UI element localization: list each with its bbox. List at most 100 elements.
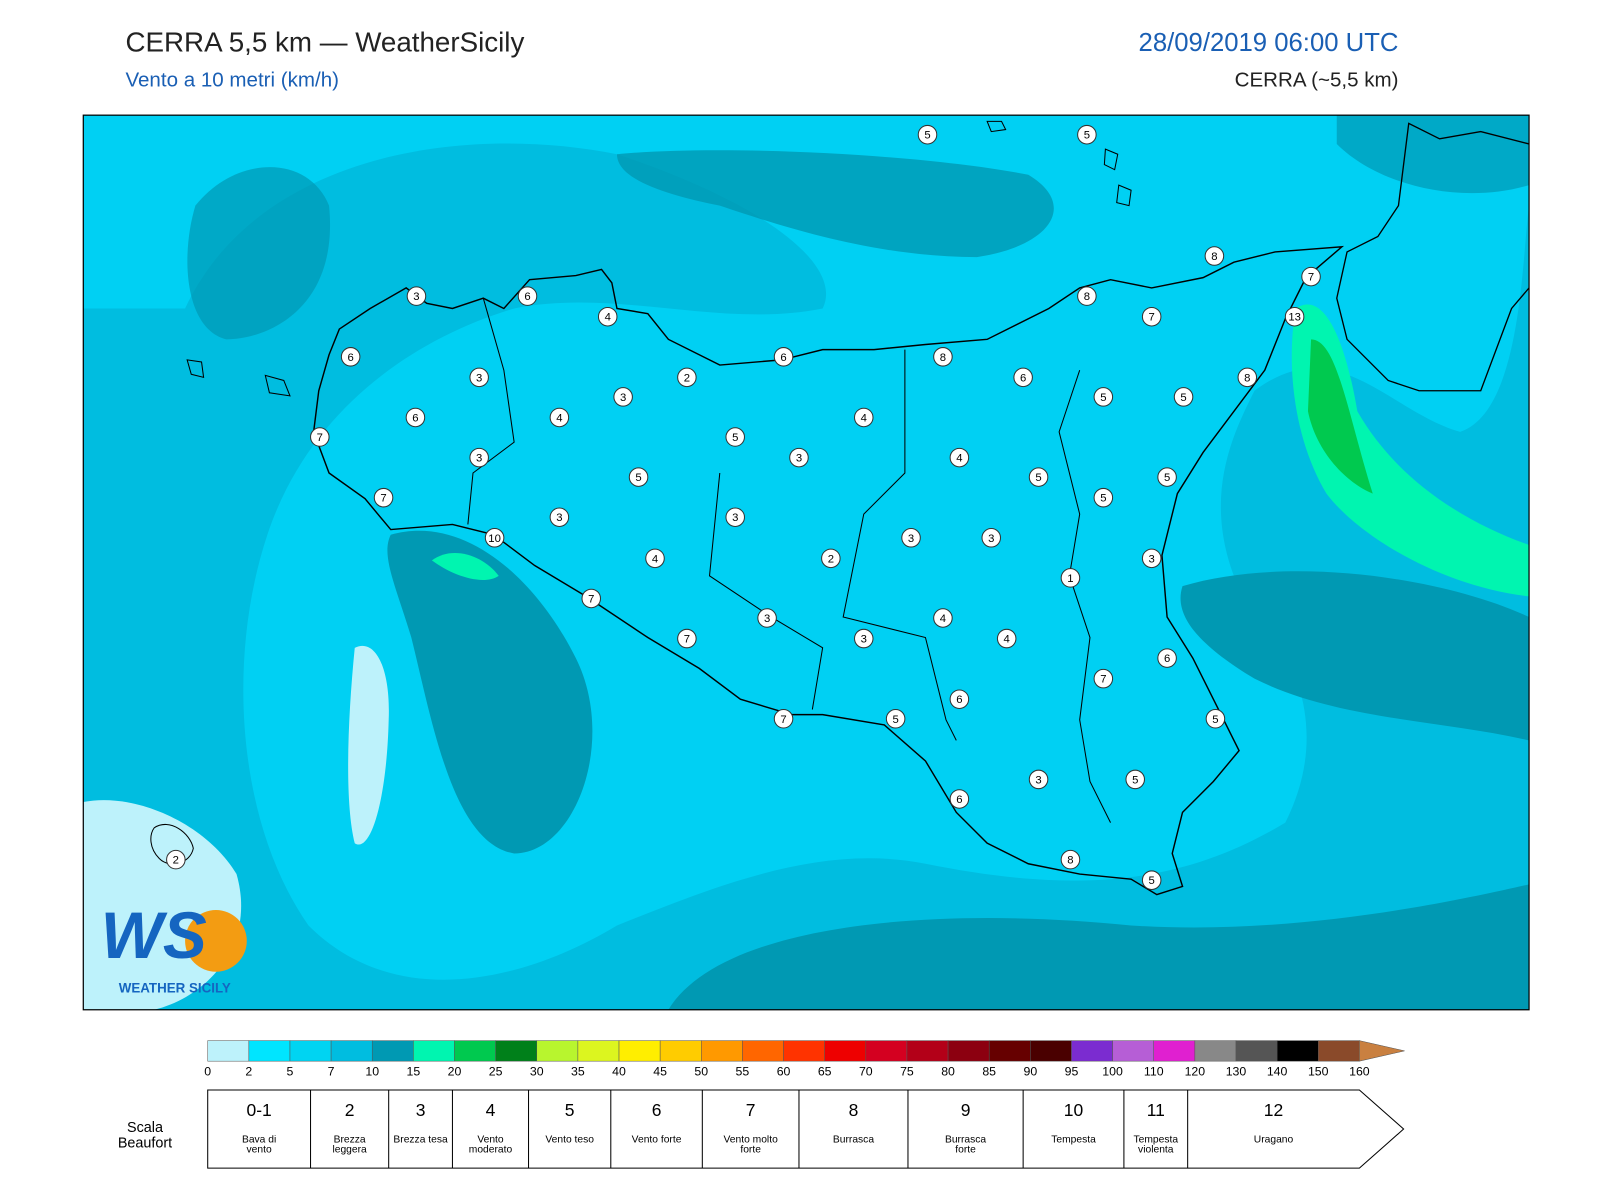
- logo-name: WEATHER SICILY: [119, 981, 231, 996]
- station-marker: [821, 548, 841, 569]
- beaufort-label: Bava di vento: [241, 1135, 277, 1156]
- station-value: 6: [956, 694, 962, 706]
- station-marker: [628, 467, 649, 487]
- station-marker: [725, 507, 745, 527]
- station-value: 3: [1035, 774, 1041, 786]
- station-value: 4: [556, 412, 562, 424]
- colorbar-tick-label: 0: [204, 1065, 211, 1079]
- beaufort-caption: Scala Beaufort: [118, 1120, 172, 1151]
- colorbar-segment: [454, 1040, 496, 1062]
- beaufort-force: 6: [652, 1100, 662, 1120]
- colorbar-tick-label: 5: [287, 1065, 294, 1079]
- station-marker: [645, 548, 665, 569]
- beaufort-force: 9: [961, 1100, 971, 1120]
- station-marker: [1173, 387, 1194, 407]
- station-value: 5: [635, 472, 641, 484]
- station-marker: [1141, 870, 1162, 890]
- colorbar-tick-label: 35: [571, 1065, 585, 1079]
- beaufort-label-box: Bava di vento: [241, 1135, 277, 1156]
- station-marker: [1141, 548, 1162, 569]
- station-value: 5: [1149, 875, 1155, 887]
- station-value: 6: [412, 412, 418, 424]
- map-frame: [82, 114, 1530, 1011]
- station-marker: [1028, 769, 1049, 790]
- colorbar-tick-label: 150: [1308, 1065, 1329, 1079]
- beaufort-label: Brezza leggera: [332, 1135, 367, 1156]
- station-value: 4: [605, 312, 611, 324]
- station-value: 5: [1132, 774, 1138, 786]
- colorbar-segment: [824, 1040, 867, 1062]
- beaufort-force: 3: [416, 1100, 426, 1120]
- station-value: 5: [924, 130, 930, 142]
- station-value: 5: [1035, 472, 1041, 484]
- colorbar-tick-label: 65: [818, 1065, 832, 1079]
- station-marker: [1060, 568, 1081, 588]
- colorbar-segment: [1194, 1040, 1237, 1062]
- colorbar-segment: [659, 1040, 702, 1062]
- station-marker: [310, 427, 330, 447]
- beaufort-outline: [207, 1089, 1405, 1169]
- station-marker: [517, 286, 538, 306]
- station-marker: [1028, 467, 1049, 487]
- station-value: 2: [684, 372, 690, 384]
- beaufort-label-box: Vento teso: [545, 1135, 594, 1145]
- beaufort-force: 2: [345, 1100, 355, 1120]
- colorbar-segment: [1112, 1040, 1154, 1062]
- station-value: 4: [956, 453, 962, 465]
- station-value: 7: [380, 493, 386, 505]
- beaufort-force: 11: [1147, 1100, 1165, 1120]
- logo: WS WEATHER SICILY: [101, 898, 247, 996]
- station-value: 6: [780, 352, 786, 364]
- station-marker: [1077, 286, 1097, 306]
- station-value: 3: [556, 512, 562, 524]
- station-marker: [1237, 367, 1258, 388]
- beaufort-label: Burrasca forte: [944, 1135, 987, 1156]
- station-marker: [725, 427, 745, 447]
- station-marker: [581, 588, 602, 609]
- station-value: 7: [780, 714, 786, 726]
- subtitle: Vento a 10 metri (km/h): [125, 69, 339, 92]
- station-marker: [1093, 668, 1114, 689]
- station-value: 6: [524, 291, 530, 303]
- station-marker: [949, 789, 970, 809]
- beaufort-label-box: Tempesta violenta: [1133, 1135, 1179, 1156]
- colorbar-tick-label: 130: [1226, 1065, 1247, 1079]
- station-marker: [469, 367, 489, 388]
- station-marker: [1157, 648, 1177, 668]
- station-value: 4: [1004, 634, 1010, 646]
- beaufort-force: 0-1: [247, 1100, 272, 1120]
- station-marker: [853, 628, 874, 649]
- colorbar-segment: [865, 1040, 908, 1062]
- colorbar-tick-label: 95: [1065, 1065, 1079, 1079]
- colorbar-tick-label: 60: [777, 1065, 791, 1079]
- station-marker: [949, 689, 970, 709]
- station-value: 6: [347, 352, 353, 364]
- station-value: 13: [1288, 312, 1301, 324]
- beaufort-label: Brezza tesa: [393, 1135, 448, 1146]
- colorbar-tick-label: 10: [365, 1065, 379, 1079]
- station-marker: [373, 487, 394, 508]
- colorbar-tick-label: 75: [900, 1065, 914, 1079]
- colorbar-tick-label: 45: [653, 1065, 667, 1079]
- station-marker: [677, 628, 697, 649]
- colorbar-tick-label: 70: [859, 1065, 873, 1079]
- station-marker: [469, 447, 489, 468]
- colorbar-segment: [947, 1040, 990, 1062]
- colorbar-tick-label: 120: [1185, 1065, 1206, 1079]
- beaufort-force: 12: [1264, 1100, 1283, 1120]
- map-field: [83, 115, 1530, 1010]
- colorbar-segment: [1235, 1040, 1278, 1062]
- beaufort-label: Tempesta violenta: [1133, 1135, 1179, 1156]
- colorbar-segment: [742, 1040, 784, 1062]
- station-marker: [757, 608, 777, 628]
- station-value: 6: [956, 794, 962, 806]
- beaufort-force: 5: [565, 1100, 575, 1120]
- colorbar-arrow: [1359, 1040, 1405, 1062]
- beaufort-force: 10: [1064, 1100, 1084, 1120]
- colorbar-segment: [536, 1040, 579, 1062]
- colorbar-tick-label: 50: [694, 1065, 708, 1079]
- colorbar-tick-label: 85: [982, 1065, 996, 1079]
- colorbar-tick-label: 7: [328, 1065, 335, 1079]
- station-value: 7: [684, 634, 690, 646]
